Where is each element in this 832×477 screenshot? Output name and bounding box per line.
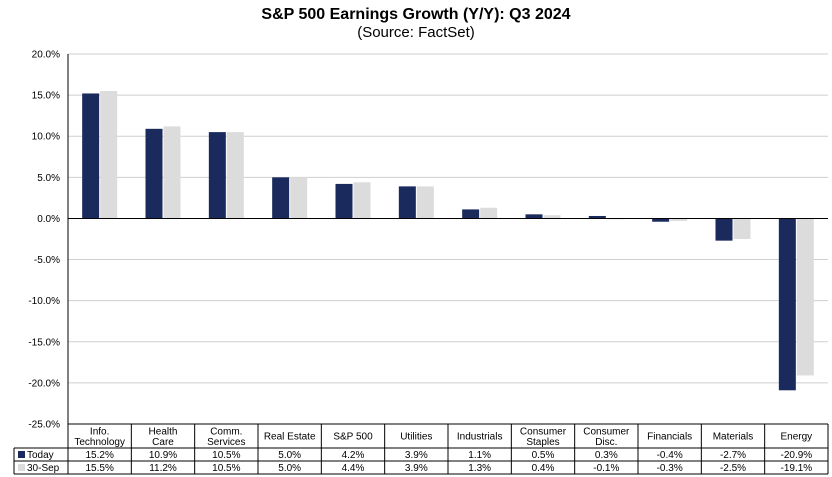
y-tick-label: -10.0% <box>28 296 60 307</box>
legend-swatch-today <box>18 451 25 458</box>
data-label: -19.1% <box>780 463 812 474</box>
category-label: Utilities <box>400 432 432 443</box>
data-label: 4.2% <box>342 450 365 461</box>
category-label: Energy <box>780 432 812 443</box>
category-label: Financials <box>647 432 692 443</box>
data-label: 10.5% <box>212 463 240 474</box>
bar-30-sep <box>100 91 118 219</box>
y-tick-label: 0.0% <box>37 214 60 225</box>
category-label: Technology <box>74 437 125 448</box>
bar-30-sep <box>226 132 244 219</box>
legend-label-30-sep: 30-Sep <box>27 463 60 474</box>
data-label: 1.1% <box>468 450 491 461</box>
bar-today <box>525 214 543 219</box>
bar-30-sep <box>796 218 814 376</box>
y-tick-label: 5.0% <box>37 173 60 184</box>
data-label: -2.5% <box>720 463 746 474</box>
bar-today <box>82 93 100 219</box>
bar-30-sep <box>353 182 371 219</box>
category-label: Comm. <box>210 426 242 437</box>
bar-today <box>335 183 353 219</box>
category-label: Health <box>149 426 178 437</box>
y-tick-label: 20.0% <box>32 50 60 61</box>
y-tick-label: -5.0% <box>34 255 60 266</box>
category-label: Industrials <box>457 432 503 443</box>
data-label: 15.2% <box>85 450 113 461</box>
data-label: 5.0% <box>278 450 301 461</box>
category-label: Services <box>207 437 245 448</box>
data-label: -0.4% <box>657 450 683 461</box>
data-label: 4.4% <box>342 463 365 474</box>
bar-30-sep <box>733 218 751 239</box>
category-label: Real Estate <box>264 432 316 443</box>
bar-today <box>208 132 226 219</box>
bars <box>82 91 814 391</box>
bar-30-sep <box>670 218 688 221</box>
category-label: Disc. <box>595 437 617 448</box>
bar-today <box>652 218 670 222</box>
data-label: 1.3% <box>468 463 491 474</box>
bar-today <box>462 209 480 219</box>
category-label: S&P 500 <box>333 432 373 443</box>
bar-30-sep <box>480 207 498 219</box>
bar-today <box>272 177 290 219</box>
data-label: 5.0% <box>278 463 301 474</box>
bar-30-sep <box>163 126 181 219</box>
axes <box>67 54 828 424</box>
data-label: -0.3% <box>657 463 683 474</box>
data-label: 3.9% <box>405 463 428 474</box>
category-label: Info. <box>90 426 109 437</box>
data-label: 10.9% <box>149 450 177 461</box>
category-label: Consumer <box>583 426 630 437</box>
chart-title: S&P 500 Earnings Growth (Y/Y): Q3 2024 <box>261 6 571 23</box>
category-label: Consumer <box>520 426 567 437</box>
bar-30-sep <box>543 215 561 219</box>
y-tick-label: 15.0% <box>32 91 60 102</box>
bar-today <box>398 186 416 219</box>
data-label: -20.9% <box>780 450 812 461</box>
y-tick-label: 10.0% <box>32 132 60 143</box>
data-label: 0.3% <box>595 450 618 461</box>
legend-swatch-30-sep <box>18 464 25 471</box>
data-label: 15.5% <box>85 463 113 474</box>
bar-30-sep <box>416 186 434 219</box>
bar-today <box>588 215 606 219</box>
legend-label-today: Today <box>27 450 54 461</box>
data-label: 10.5% <box>212 450 240 461</box>
bar-today <box>715 218 733 241</box>
y-tick-label: -25.0% <box>28 420 60 431</box>
y-tick-label: -15.0% <box>28 337 60 348</box>
gridlines <box>68 53 828 425</box>
data-label: 0.5% <box>532 450 555 461</box>
category-label: Staples <box>526 437 559 448</box>
data-label: 3.9% <box>405 450 428 461</box>
data-label: 0.4% <box>532 463 555 474</box>
data-label: -2.7% <box>720 450 746 461</box>
category-label: Care <box>152 437 174 448</box>
bar-today <box>145 128 163 219</box>
data-label: 11.2% <box>149 463 177 474</box>
bar-today <box>778 218 796 391</box>
bar-30-sep <box>290 177 308 219</box>
chart-subtitle: (Source: FactSet) <box>357 24 475 41</box>
y-axis-ticks: 20.0% 15.0% 10.0% 5.0% 0.0% -5.0% -10.0% -15.0%… <box>28 50 60 431</box>
category-label: Materials <box>713 432 754 443</box>
data-label: -0.1% <box>593 463 619 474</box>
y-tick-label: -20.0% <box>28 378 60 389</box>
